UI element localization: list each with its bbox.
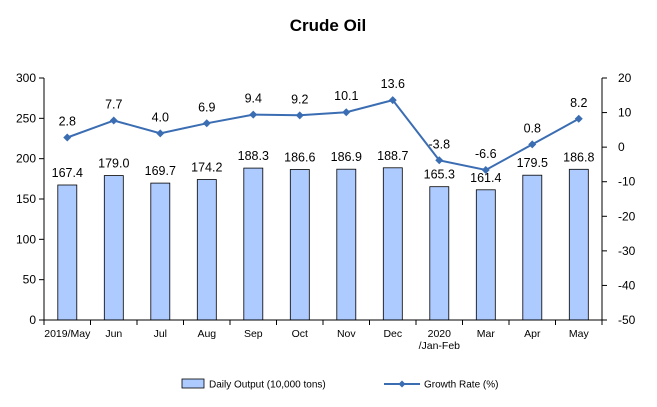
- x-tick-label-line: Dec: [383, 328, 402, 340]
- chart-legend: Daily Output (10,000 tons) Growth Rate (%…: [181, 378, 498, 391]
- x-tick-label-line: 2019/May: [44, 328, 91, 340]
- growth-rate-point: [249, 110, 258, 119]
- bar: [103, 175, 124, 321]
- growth-rate-label: 8.2: [570, 96, 587, 110]
- right-tick-label: -40: [618, 278, 636, 292]
- left-tick-label: 100: [16, 232, 36, 246]
- growth-rate-label: 0.8: [524, 121, 541, 135]
- x-tick-label-line: 2020: [428, 328, 452, 340]
- growth-rate-point: [156, 129, 165, 138]
- growth-rate-point: [481, 165, 490, 174]
- bar-value-label: 186.9: [331, 150, 362, 164]
- right-tick-label: -30: [618, 244, 636, 258]
- bar: [336, 168, 357, 321]
- x-tick-label: 2020/Jan-Feb: [419, 328, 461, 352]
- growth-rate-label: -3.8: [429, 137, 451, 151]
- x-tick-label: Sep: [244, 328, 263, 340]
- growth-rate-label: 10.1: [334, 89, 358, 103]
- x-tick-label: Jul: [154, 328, 167, 340]
- growth-rate-label: 9.2: [291, 92, 308, 106]
- x-tick-label-line: Jul: [154, 328, 167, 340]
- bar: [382, 167, 403, 321]
- growth-rate-point: [388, 96, 397, 105]
- growth-rate-line: [66, 98, 580, 172]
- growth-rate-label: 7.7: [105, 98, 122, 112]
- growth-rate-point: [435, 156, 444, 165]
- x-tick-label: Dec: [383, 328, 402, 340]
- bar-value-label: 174.2: [191, 161, 222, 175]
- legend-swatch-daily-output: [181, 378, 205, 389]
- bar: [475, 189, 496, 321]
- x-tick-label: Oct: [292, 328, 308, 340]
- x-tick-label-line: Nov: [337, 328, 356, 340]
- bar-value-label: 169.7: [145, 164, 176, 178]
- bar-value-label: 179.0: [98, 157, 129, 171]
- growth-rate-point: [342, 108, 351, 117]
- x-tick-label: Jun: [105, 328, 122, 340]
- x-tick-label: Apr: [524, 328, 541, 340]
- left-tick-label: 150: [16, 192, 36, 206]
- left-tick-label: 250: [16, 111, 36, 125]
- bar: [196, 179, 217, 321]
- bar-value-label: 161.4: [470, 171, 501, 185]
- x-tick-label: Mar: [477, 328, 496, 340]
- growth-rate-label: 6.9: [198, 100, 215, 114]
- x-tick-label: Nov: [337, 328, 356, 340]
- right-tick-label: 20: [618, 71, 632, 85]
- right-tick-label: -10: [618, 175, 636, 189]
- right-tick-label: -20: [618, 209, 636, 223]
- bar-value-label: 165.3: [424, 168, 455, 182]
- bar-value-label: 188.7: [377, 149, 408, 163]
- plot-area: 167.4 179.0 169.7 174.2 188.3 186.6 186.9 188.7…: [16, 71, 636, 352]
- bar-value-label: 188.3: [238, 149, 269, 163]
- legend-marker-growth-rate: [398, 380, 406, 388]
- growth-rate-label: 13.6: [381, 77, 405, 91]
- x-tick-label: 2019/May: [44, 328, 91, 340]
- bar-value-label: 186.8: [563, 150, 594, 164]
- growth-rate-point: [109, 116, 118, 125]
- left-tick-label: 300: [16, 71, 36, 85]
- growth-rate-point: [574, 114, 583, 123]
- bar: [243, 167, 264, 321]
- bar: [150, 182, 171, 321]
- x-tick-label-line: Oct: [292, 328, 308, 340]
- bar-value-label: 179.5: [517, 156, 548, 170]
- growth-rate-point: [295, 111, 304, 120]
- x-tick-label-line: May: [569, 328, 590, 340]
- growth-rate-point: [202, 119, 211, 128]
- x-tick-label: May: [569, 328, 590, 340]
- growth-rate-point: [528, 140, 537, 149]
- bar: [522, 174, 543, 321]
- growth-rate-label: 4.0: [152, 110, 169, 124]
- right-tick-label: 10: [618, 106, 632, 120]
- x-tick-label-line: Mar: [477, 328, 496, 340]
- right-tick-label: -50: [618, 313, 636, 327]
- bar: [289, 169, 310, 321]
- growth-rate-point: [63, 133, 72, 142]
- legend-label-daily-output: Daily Output (10,000 tons): [209, 380, 326, 391]
- growth-rate-label: 9.4: [245, 92, 262, 106]
- x-tick-label-line: Sep: [244, 328, 263, 340]
- chart-title: Crude Oil: [290, 16, 367, 35]
- left-tick-label: 0: [29, 313, 36, 327]
- growth-rate-label: -6.6: [475, 147, 497, 161]
- legend-label-growth-rate: Growth Rate (%): [424, 380, 498, 391]
- bar: [568, 168, 589, 321]
- bar: [429, 186, 450, 321]
- left-tick-label: 200: [16, 152, 36, 166]
- bar-value-label: 186.6: [284, 151, 315, 165]
- x-tick-label: Aug: [197, 328, 216, 340]
- x-tick-label-line: /Jan-Feb: [419, 340, 461, 352]
- growth-rate-label: 2.8: [59, 115, 76, 129]
- right-tick-label: 0: [618, 140, 625, 154]
- x-tick-label-line: Apr: [524, 328, 541, 340]
- x-tick-label-line: Aug: [197, 328, 216, 340]
- x-tick-label-line: Jun: [105, 328, 122, 340]
- bar: [57, 184, 78, 321]
- left-tick-label: 50: [23, 273, 37, 287]
- bar-value-label: 167.4: [52, 166, 83, 180]
